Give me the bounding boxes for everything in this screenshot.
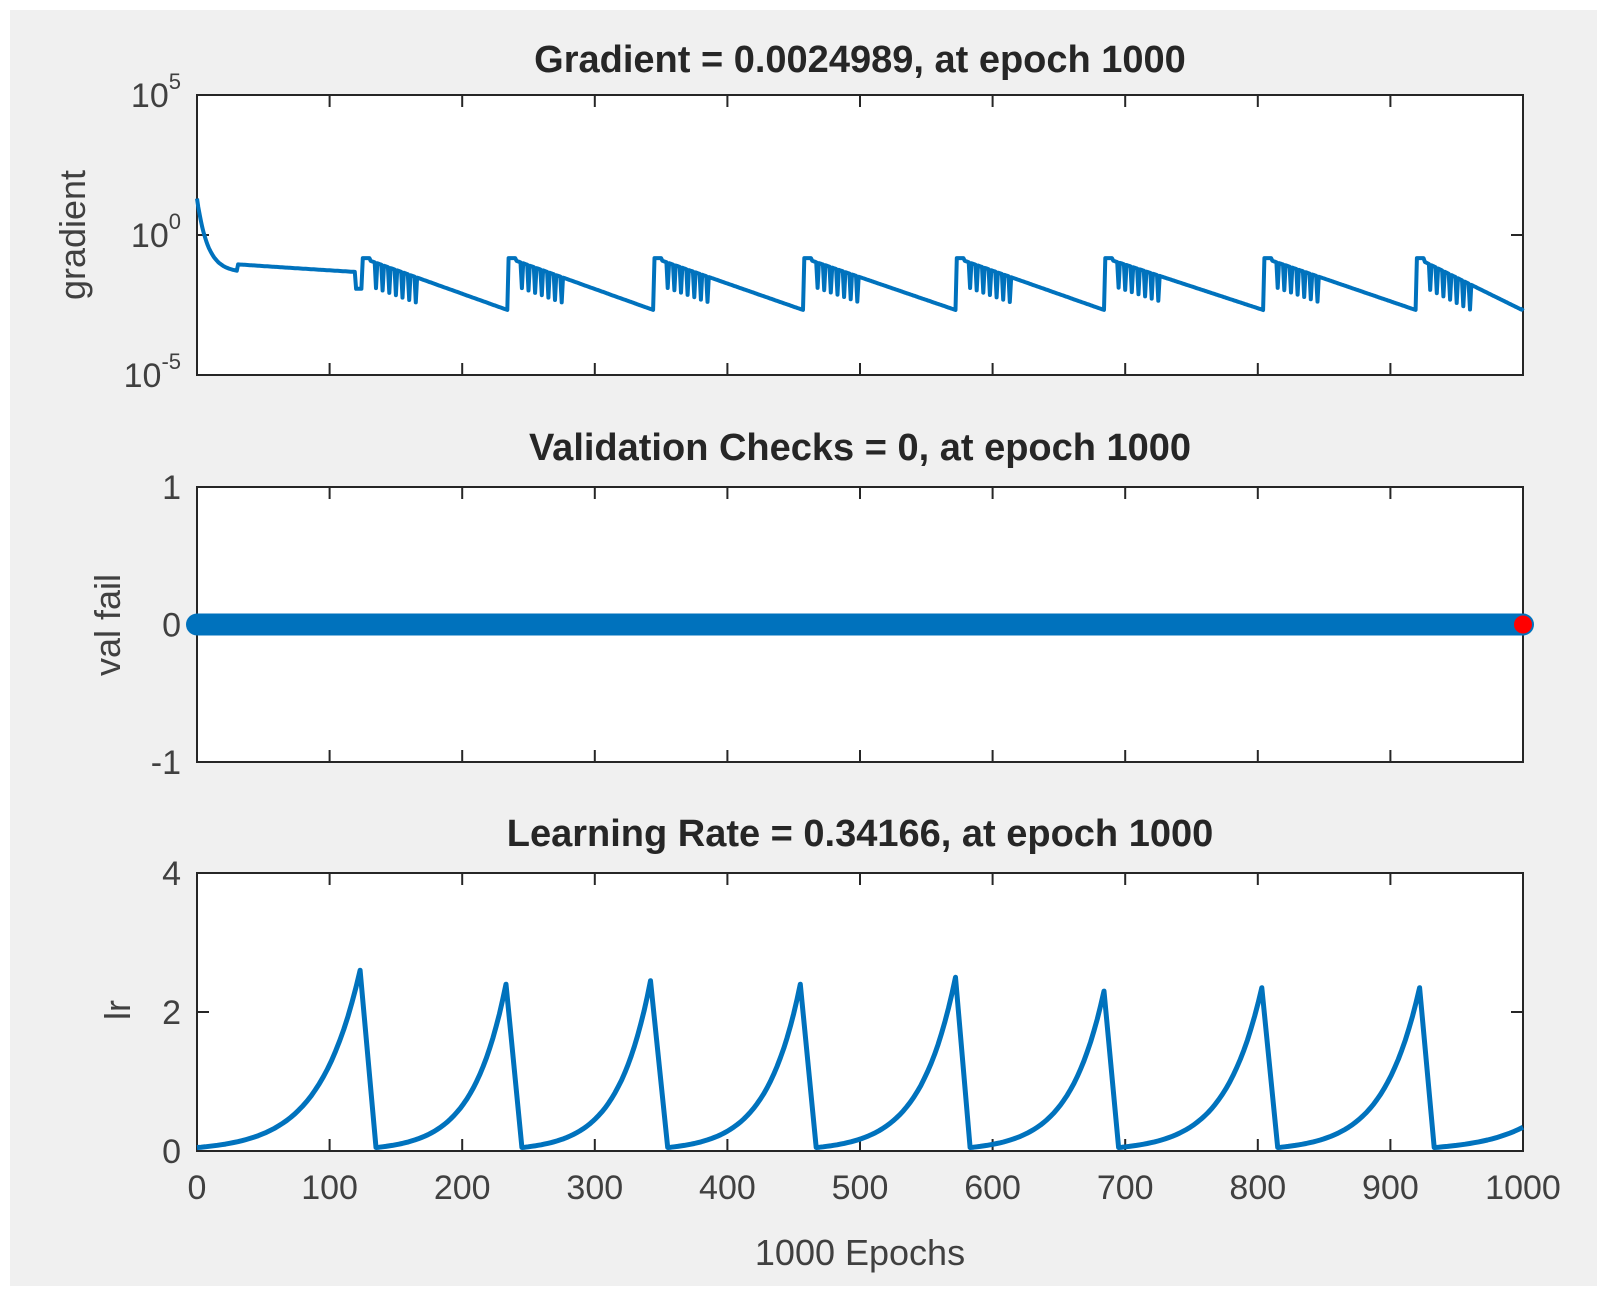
- epochs-xlabel: 1000 Epochs: [755, 1232, 965, 1273]
- learning-rate-ylabel: lr: [97, 1000, 138, 1020]
- ytick-label: 1: [162, 469, 181, 507]
- xtick-label: 500: [832, 1169, 889, 1207]
- learning-rate-line: [196, 967, 1525, 1150]
- ytick-label: 10-5: [124, 349, 181, 395]
- gradient-xticks: [196, 95, 1524, 375]
- gradient-line: [195, 198, 1525, 312]
- xtick-label: 100: [301, 1169, 358, 1207]
- learning-rate-xticks: 0 100 200 300 400 500 600 700 800 900 1000: [188, 873, 1561, 1207]
- ytick-label: 100: [131, 209, 181, 255]
- gradient-panel: Gradient = 0.0024989, at epoch 1000 grad…: [52, 39, 1525, 395]
- xtick-label: 200: [434, 1169, 491, 1207]
- ytick-label: -1: [151, 744, 181, 782]
- validation-xticks: [196, 487, 1524, 762]
- learning-rate-title: Learning Rate = 0.34166, at epoch 1000: [507, 813, 1214, 855]
- gradient-yticks: 10-5 100 105: [124, 69, 1523, 395]
- learning-rate-yticks: 0 2 4: [162, 855, 1523, 1171]
- validation-ylabel: val fail: [87, 574, 128, 676]
- xtick-label: 400: [699, 1169, 756, 1207]
- ytick-label: 2: [162, 994, 181, 1032]
- ytick-label: 0: [162, 1133, 181, 1171]
- validation-yticks: -1 0 1: [151, 469, 1523, 782]
- ytick-label: 0: [162, 607, 181, 645]
- gradient-axes: [196, 94, 1524, 376]
- gradient-title: Gradient = 0.0024989, at epoch 1000: [534, 39, 1186, 81]
- learning-rate-series: [196, 967, 1525, 1150]
- xtick-label: 600: [964, 1169, 1021, 1207]
- xtick-label: 300: [566, 1169, 623, 1207]
- validation-panel: Validation Checks = 0, at epoch 1000 val…: [87, 427, 1534, 782]
- ytick-label: 105: [131, 69, 181, 115]
- validation-title: Validation Checks = 0, at epoch 1000: [529, 427, 1191, 469]
- learning-rate-axes: [196, 872, 1524, 1152]
- xtick-label: 0: [188, 1169, 207, 1207]
- gradient-series: [195, 198, 1525, 312]
- xtick-label: 1000: [1485, 1169, 1561, 1207]
- best-epoch-marker: [1514, 615, 1532, 634]
- xtick-label: 800: [1229, 1169, 1286, 1207]
- learning-rate-panel: Learning Rate = 0.34166, at epoch 1000 l…: [97, 813, 1561, 1273]
- validation-series: [186, 613, 1534, 636]
- xtick-label: 900: [1362, 1169, 1419, 1207]
- ytick-label: 4: [162, 855, 181, 893]
- xtick-label: 700: [1097, 1169, 1154, 1207]
- gradient-ylabel: gradient: [52, 170, 93, 300]
